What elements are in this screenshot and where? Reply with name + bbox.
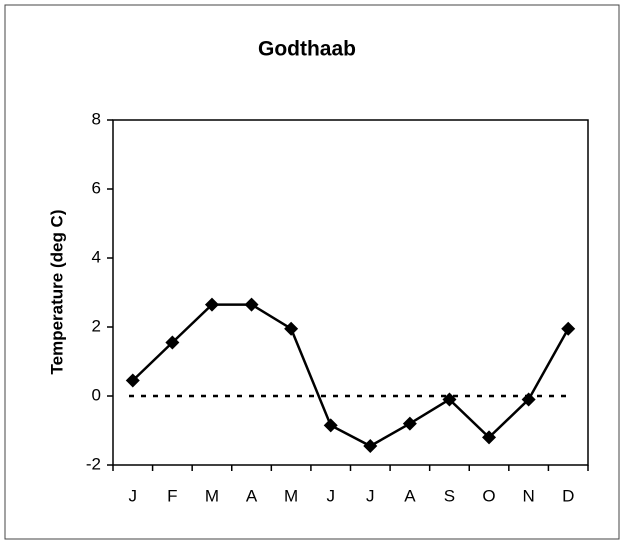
chart-frame [4, 4, 620, 540]
x-tick-label: A [246, 486, 258, 505]
x-tick-label: J [129, 486, 138, 505]
x-tick-label: D [562, 486, 574, 505]
data-point [284, 321, 299, 336]
data-point [561, 321, 576, 336]
y-tick-label: -2 [86, 454, 101, 473]
x-tick-label: M [284, 486, 298, 505]
data-point [165, 335, 180, 350]
x-tick-label: M [205, 486, 219, 505]
x-tick-label: N [522, 486, 534, 505]
x-tick-label: S [444, 486, 455, 505]
data-point [204, 297, 219, 312]
y-axis-label: Temperature (deg C) [47, 210, 66, 375]
x-tick-label: F [167, 486, 177, 505]
data-point [125, 373, 140, 388]
y-tick-label: 2 [92, 316, 101, 335]
x-tick-label: J [326, 486, 335, 505]
y-tick-label: 4 [92, 247, 101, 266]
data-point [323, 418, 338, 433]
x-tick-label: O [482, 486, 495, 505]
data-point [442, 392, 457, 407]
x-tick-label: A [404, 486, 416, 505]
y-tick-label: 8 [92, 109, 101, 128]
data-point [402, 416, 417, 431]
x-tick-label: J [366, 486, 375, 505]
y-tick-label: 6 [92, 178, 101, 197]
y-tick-label: 0 [92, 385, 101, 404]
data-point [363, 439, 378, 454]
series-line [131, 303, 570, 448]
chart-title: Godthaab [258, 38, 356, 61]
data-point [521, 392, 536, 407]
data-point [244, 297, 259, 312]
data-point [482, 430, 497, 445]
